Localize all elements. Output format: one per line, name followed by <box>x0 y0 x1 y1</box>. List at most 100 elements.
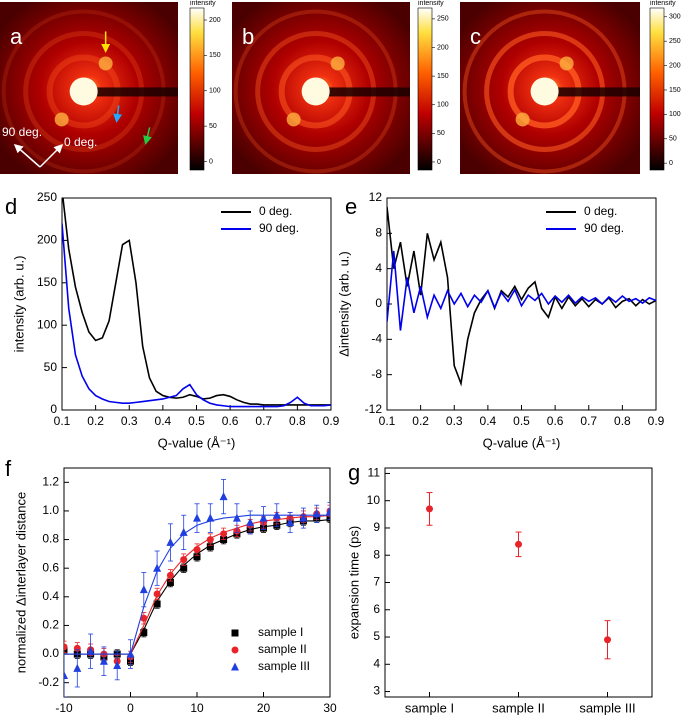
y-tick-label: 0 <box>50 402 57 416</box>
legend-label: 0 deg. <box>584 204 617 218</box>
y-tick-label: 7 <box>373 575 380 589</box>
colorbar-tick-label: 200 <box>209 17 221 24</box>
direct-beam <box>301 77 330 106</box>
fit-line <box>64 514 330 655</box>
diffraction-image <box>460 2 640 174</box>
data-point <box>326 514 330 522</box>
x-axis-label: Q-value (Å⁻¹) <box>158 435 236 450</box>
colorbar-tick-label: 100 <box>437 102 449 109</box>
direct-beam <box>69 77 98 106</box>
y-tick-label: 250 <box>37 190 57 204</box>
y-axis-label: normalized Δinterlayer distance <box>13 492 28 673</box>
panel-label: f <box>5 456 12 481</box>
x-tick-label: 0.5 <box>513 414 530 428</box>
beam-stop <box>315 87 410 97</box>
y-tick-label: 50 <box>44 360 58 374</box>
data-point <box>166 579 174 586</box>
y-tick-label: 0 <box>375 296 382 310</box>
data-point <box>153 600 161 608</box>
colorbar-tick-label: 50 <box>437 130 445 137</box>
panel-label: e <box>345 194 357 219</box>
beam-stop <box>83 87 178 97</box>
colorbar-tick-label: 250 <box>669 38 681 45</box>
y-tick-label: 1.2 <box>42 474 59 488</box>
data-point <box>64 671 68 680</box>
bragg-spot <box>286 112 301 127</box>
data-point <box>86 646 95 655</box>
x-tick-label: sample III <box>579 700 635 715</box>
axis-arrow <box>13 144 41 168</box>
legend-label: sample I <box>258 625 303 639</box>
bragg-spot <box>515 112 530 127</box>
legend-label: sample III <box>258 659 310 673</box>
panel-label: c <box>470 24 481 49</box>
y-tick-label: 3 <box>373 684 380 698</box>
data-point <box>153 563 162 572</box>
panel-label: d <box>5 194 17 219</box>
plot-area <box>62 198 331 408</box>
y-tick-label: 6 <box>373 602 380 616</box>
annotation-arrow <box>143 127 152 145</box>
x-tick-label: 0.5 <box>188 414 205 428</box>
plot-area <box>64 479 330 697</box>
x-tick-label: sample I <box>405 700 454 715</box>
data-point <box>232 513 241 522</box>
data-point <box>299 513 308 522</box>
data-point <box>206 543 214 551</box>
x-tick-label: 0.8 <box>289 414 306 428</box>
data-point <box>326 506 330 515</box>
data-point <box>426 505 433 513</box>
y-tick-label: -0.2 <box>38 675 59 689</box>
colorbar <box>417 7 433 171</box>
data-point <box>219 492 228 501</box>
x-tick-label: 0.1 <box>379 414 396 428</box>
x-tick-label: 0.1 <box>54 414 71 428</box>
data-point <box>286 517 295 526</box>
colorbar <box>189 7 205 171</box>
y-tick-label: 9 <box>373 520 380 534</box>
x-tick-label: 20 <box>257 701 271 715</box>
x-tick-label: 10 <box>190 701 204 715</box>
colorbar-tick-label: 50 <box>669 136 677 143</box>
colorbar-tick-label: 0 <box>669 160 673 167</box>
colorbar-tick-label: 100 <box>209 88 221 95</box>
x-axis-label: time delay (ps) <box>154 722 239 725</box>
y-axis-label: Δintensity (arb. u.) <box>336 251 351 357</box>
x-tick-label: 0.9 <box>648 414 665 428</box>
bragg-spot <box>330 56 345 71</box>
direct-beam <box>530 77 559 106</box>
data-point <box>515 540 522 548</box>
y-tick-label: -8 <box>371 367 382 381</box>
x-tick-label: 0.9 <box>323 414 340 428</box>
colorbar-tick-label: 200 <box>437 44 449 51</box>
y-tick-label: -4 <box>371 332 382 346</box>
legend-label: 90 deg. <box>259 221 299 235</box>
data-point <box>259 513 268 522</box>
data-point <box>140 614 148 622</box>
data-point <box>180 556 188 564</box>
y-tick-label: 150 <box>37 275 57 289</box>
x-tick-label: 0.3 <box>121 414 138 428</box>
x-tick-label: 0.7 <box>255 414 272 428</box>
bragg-spot <box>54 112 69 127</box>
colorbar-tick-label: 50 <box>209 123 217 130</box>
x-axis-label: Q-value (Å⁻¹) <box>483 435 561 450</box>
data-point <box>113 661 122 670</box>
data-point <box>193 513 201 522</box>
x-tick-label: 0.6 <box>547 414 564 428</box>
x-tick-label: 0.7 <box>580 414 597 428</box>
legend-label: 0 deg. <box>259 204 292 218</box>
data-point <box>99 656 108 665</box>
data-point <box>64 643 68 651</box>
colorbar <box>649 7 665 171</box>
bragg-spot <box>559 56 574 71</box>
colorbar-label: intensity <box>418 0 444 7</box>
colorbar-tick-label: 100 <box>669 111 681 118</box>
x-tick-label: 30 <box>323 701 337 715</box>
x-tick-label: 0.8 <box>614 414 631 428</box>
y-tick-label: 12 <box>369 190 383 204</box>
colorbar-label: intensity <box>190 0 216 7</box>
data-point <box>206 513 215 522</box>
annotation: 0 deg. <box>64 135 97 149</box>
